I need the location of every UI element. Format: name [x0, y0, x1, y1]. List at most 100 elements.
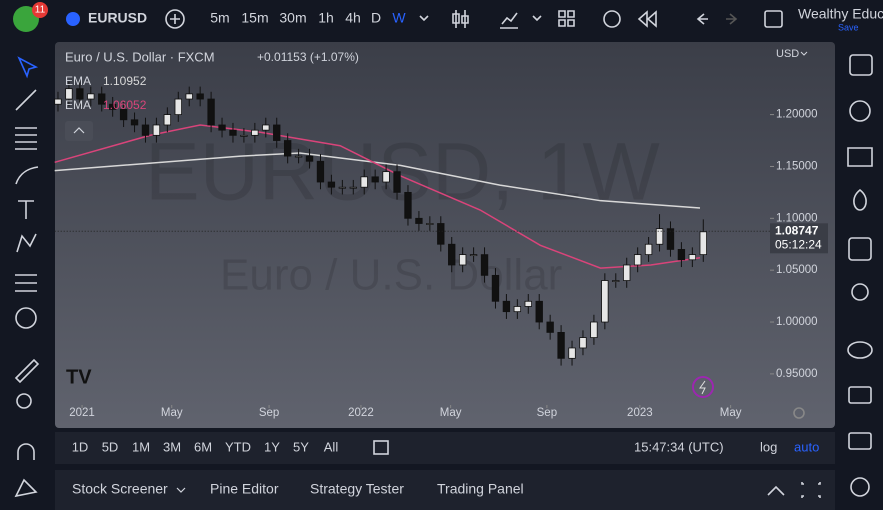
range-button[interactable]: 1D [72, 439, 89, 454]
data-window[interactable] [847, 147, 873, 167]
collapse-legend[interactable] [65, 121, 93, 141]
prediction[interactable] [15, 274, 37, 292]
trend-line[interactable] [15, 89, 37, 111]
pattern[interactable] [16, 233, 37, 253]
candle-body [174, 98, 182, 115]
ema-value: 1.10952 [103, 74, 147, 88]
panel-tab[interactable]: Strategy Tester [310, 481, 404, 497]
account[interactable]: Wealthy Educ [798, 6, 883, 22]
dropdown[interactable] [176, 487, 186, 493]
candle-body [251, 129, 259, 136]
panel-tab[interactable]: Stock Screener [72, 481, 168, 497]
candle-body [590, 321, 598, 338]
save[interactable]: Save [838, 22, 859, 32]
hotlists[interactable] [853, 188, 867, 211]
replay[interactable] [637, 10, 657, 28]
timeframe[interactable]: W [392, 10, 406, 26]
range-button[interactable]: 5Y [293, 439, 309, 454]
range-button[interactable]: 6M [194, 439, 212, 454]
timeframe[interactable]: 15m [241, 10, 268, 26]
help[interactable] [850, 477, 870, 497]
date-range[interactable] [373, 440, 389, 455]
ema-line [54, 152, 701, 209]
candle-body [437, 223, 445, 245]
watchlist[interactable] [849, 54, 873, 76]
expand[interactable] [801, 482, 821, 498]
maximize-panel[interactable] [767, 485, 785, 496]
range-bar [55, 432, 835, 464]
candle-body [393, 171, 401, 193]
dropdown[interactable] [800, 51, 808, 56]
auto-toggle[interactable]: auto [794, 439, 819, 454]
news-flash[interactable] [692, 376, 714, 398]
layouts[interactable] [558, 10, 575, 27]
range-button[interactable]: 1Y [264, 439, 280, 454]
price-box [770, 223, 828, 254]
range-button[interactable]: 3M [163, 439, 181, 454]
candle-body [677, 249, 686, 261]
redo[interactable] [726, 13, 738, 25]
timeframe[interactable]: 4h [345, 10, 361, 26]
dropdown[interactable] [419, 15, 429, 22]
streams[interactable] [848, 386, 872, 404]
alert[interactable] [603, 10, 621, 28]
candle-body [76, 88, 84, 100]
dropdown[interactable] [532, 15, 542, 22]
alerts[interactable] [849, 100, 871, 122]
candle-body [229, 129, 237, 136]
chart-type[interactable] [452, 10, 469, 28]
tv-logo[interactable]: TV [66, 366, 92, 388]
candle-body [458, 254, 467, 266]
lock[interactable] [14, 478, 38, 498]
chart-area [55, 42, 835, 428]
x-tick-label: May [440, 407, 462, 419]
range-button[interactable]: YTD [225, 439, 251, 454]
ruler[interactable] [14, 358, 40, 384]
candle-body [87, 93, 95, 100]
fullscreen[interactable] [764, 10, 783, 28]
candle-body [119, 109, 128, 121]
text-tool[interactable] [18, 200, 34, 219]
zoom[interactable] [16, 393, 32, 409]
bottom-panel [55, 470, 835, 510]
candle-body [349, 186, 357, 189]
magnet[interactable] [17, 443, 35, 460]
timeframe[interactable]: 1h [318, 10, 334, 26]
clock[interactable]: 15:47:34 (UTC) [634, 439, 724, 454]
add-symbol[interactable] [165, 9, 185, 29]
candle-body [448, 243, 456, 266]
candle-body [502, 300, 511, 313]
currency[interactable]: USD [776, 48, 799, 60]
brush[interactable] [15, 166, 39, 185]
panel-tab[interactable]: Trading Panel [437, 481, 524, 497]
timeframe[interactable]: 30m [279, 10, 306, 26]
settings[interactable] [793, 407, 805, 419]
fib[interactable] [15, 127, 37, 150]
log-toggle[interactable]: log [760, 439, 777, 454]
y-tick-label: 1.00000 [776, 316, 818, 328]
timeframe[interactable]: 5m [210, 10, 229, 26]
y-tick-label: 1.10000 [776, 212, 818, 224]
chats[interactable] [847, 341, 873, 359]
icons[interactable] [15, 307, 37, 329]
candle-body [262, 124, 270, 131]
candle-body [283, 140, 292, 157]
change: +0.01153 (+1.07%) [257, 50, 359, 64]
countdown: 05:12:24 [775, 237, 822, 251]
range-button[interactable]: All [324, 439, 339, 454]
timeframe[interactable]: D [371, 10, 381, 26]
indicators[interactable] [500, 12, 518, 29]
symbol[interactable]: EURUSD [88, 10, 147, 26]
notifications[interactable] [848, 432, 872, 450]
cursor[interactable] [17, 56, 39, 79]
ideas[interactable] [851, 283, 869, 301]
undo[interactable] [696, 13, 708, 25]
range-button[interactable]: 1M [132, 439, 150, 454]
calendar[interactable] [848, 237, 872, 261]
candle-body [633, 254, 642, 266]
candle-body [240, 134, 248, 137]
range-button[interactable]: 5D [102, 439, 119, 454]
candle-body [185, 93, 193, 100]
panel-tab[interactable]: Pine Editor [210, 481, 279, 497]
